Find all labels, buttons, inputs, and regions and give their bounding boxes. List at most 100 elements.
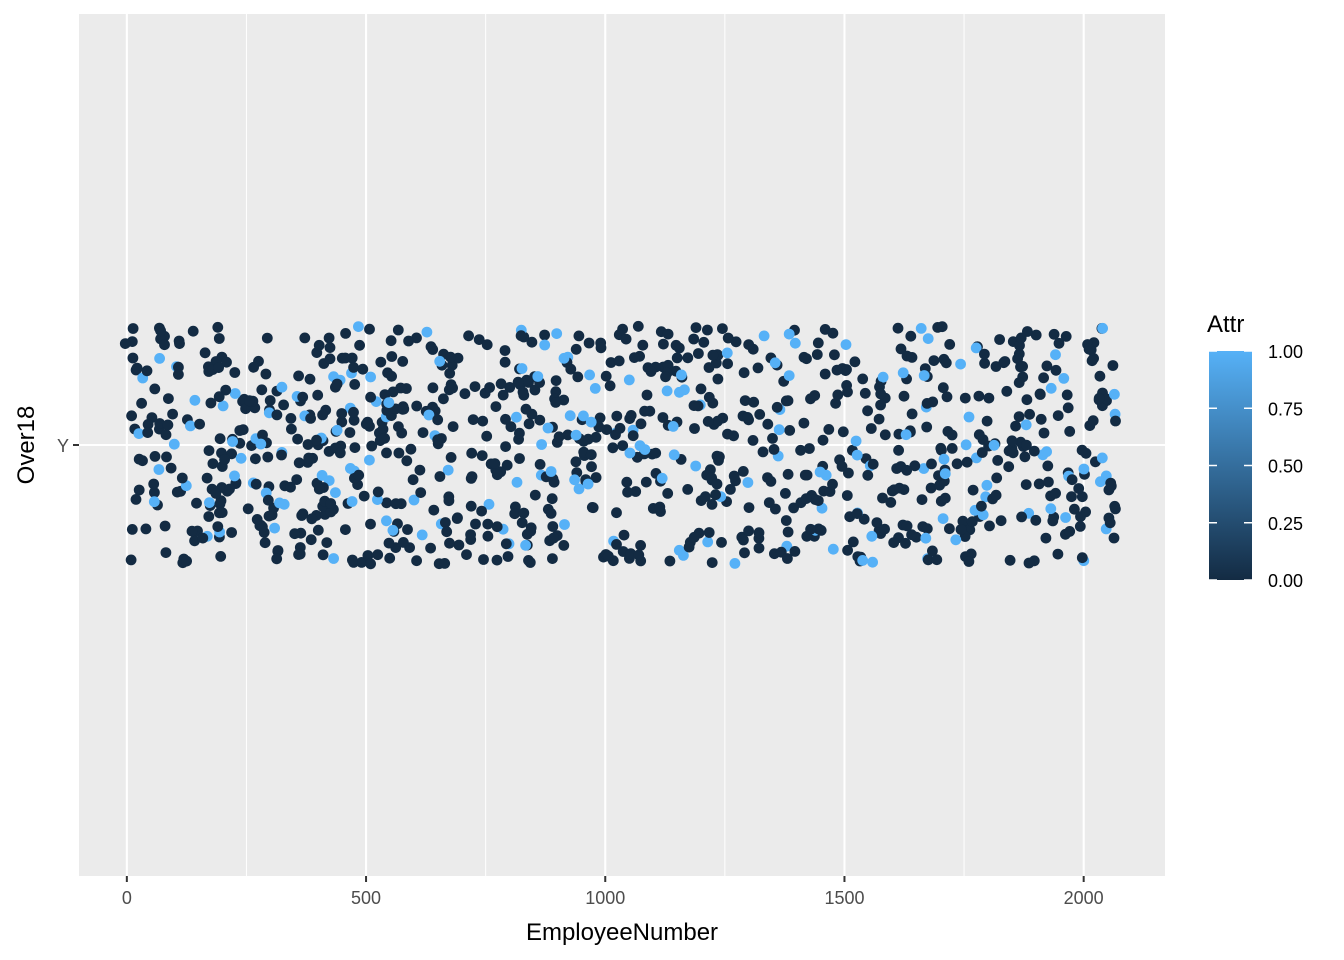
scatter-point: [1038, 372, 1049, 384]
scatter-point: [983, 392, 995, 404]
scatter-point: [782, 553, 793, 564]
scatter-point: [961, 456, 973, 468]
scatter-point: [539, 339, 551, 351]
scatter-point: [259, 537, 271, 549]
scatter-point: [1035, 413, 1047, 425]
scatter-point: [915, 323, 927, 334]
legend-tick-label: 1.00: [1268, 342, 1303, 362]
scatter-point: [237, 424, 249, 436]
scatter-point: [220, 384, 232, 396]
scatter-point: [155, 325, 167, 337]
scatter-point: [925, 482, 937, 494]
scatter-point: [742, 477, 754, 488]
scatter-point: [906, 529, 917, 541]
scatter-point: [293, 370, 304, 382]
scatter-point: [1006, 435, 1018, 447]
scatter-point: [1094, 370, 1106, 382]
scatter-point: [470, 518, 481, 530]
scatter-point: [148, 478, 160, 490]
scatter-point: [1097, 322, 1108, 334]
scatter-point: [140, 523, 152, 535]
scatter-point: [625, 410, 637, 421]
scatter-point: [658, 338, 669, 350]
scatter-point: [500, 538, 512, 550]
scatter-point: [693, 348, 704, 359]
scatter-point: [938, 453, 950, 465]
scatter-point: [362, 550, 374, 561]
scatter-point: [748, 396, 760, 408]
scatter-point: [805, 523, 816, 535]
scatter-point: [499, 345, 511, 356]
scatter-point: [832, 389, 844, 401]
scatter-point: [922, 333, 934, 344]
scatter-point: [679, 384, 690, 396]
scatter-point: [875, 388, 887, 400]
scatter-point: [729, 558, 741, 569]
scatter-point: [662, 328, 674, 340]
scatter-point: [900, 537, 911, 549]
scatter-point: [584, 369, 595, 381]
scatter-point: [780, 395, 792, 407]
scatter-point: [799, 469, 811, 481]
scatter-point: [136, 397, 148, 409]
scatter-point: [936, 321, 948, 333]
scatter-point: [939, 468, 951, 480]
scatter-point: [656, 472, 668, 484]
scatter-point: [990, 489, 1002, 501]
scatter-point: [276, 381, 288, 393]
scatter-point: [957, 515, 969, 527]
scatter-point: [286, 423, 297, 435]
scatter-point: [365, 391, 376, 403]
scatter-point: [578, 410, 589, 422]
scatter-point: [1013, 377, 1025, 388]
scatter-point: [440, 517, 451, 528]
scatter-point: [349, 442, 361, 453]
scatter-point: [634, 440, 646, 452]
scatter-point: [383, 537, 395, 549]
scatter-point: [381, 447, 392, 459]
scatter-point: [442, 464, 454, 476]
scatter-point: [879, 523, 890, 535]
scatter-point: [850, 435, 862, 447]
scatter-point: [133, 453, 145, 465]
scatter-point: [851, 508, 863, 519]
scatter-point: [857, 373, 869, 385]
scatter-point: [348, 406, 359, 418]
scatter-point: [712, 373, 724, 385]
scatter-point: [517, 386, 529, 398]
scatter-point: [242, 503, 254, 515]
scatter-point: [214, 433, 226, 445]
scatter-point: [465, 500, 477, 512]
scatter-point: [226, 527, 238, 538]
scatter-point: [185, 420, 196, 432]
scatter-point: [602, 550, 614, 562]
scatter-point: [476, 505, 487, 517]
scatter-point: [976, 500, 987, 512]
scatter-point: [1105, 480, 1117, 492]
scatter-point: [758, 330, 770, 342]
scatter-point: [534, 414, 546, 426]
scatter-point: [673, 544, 685, 556]
scatter-point: [285, 413, 297, 424]
scatter-point: [545, 508, 557, 519]
scatter-point: [1013, 411, 1025, 422]
scatter-point: [654, 501, 666, 513]
scatter-point: [939, 492, 951, 504]
legend: Attr 0.00 0.25 0.50 0.75 1.00: [1207, 311, 1303, 591]
scatter-point: [621, 476, 633, 488]
scatter-point: [682, 352, 694, 364]
scatter-point: [515, 330, 527, 342]
scatter-point: [408, 494, 420, 506]
scatter-point: [411, 555, 422, 567]
scatter-point: [1109, 500, 1121, 512]
scatter-point: [1109, 388, 1120, 400]
scatter-point: [260, 368, 272, 380]
scatter-point: [1107, 360, 1119, 371]
scatter-point: [582, 478, 594, 490]
scatter-point: [780, 515, 792, 526]
scatter-point: [161, 451, 172, 463]
scatter-point: [1045, 382, 1057, 394]
scatter-point: [645, 366, 657, 377]
scatter-point: [214, 498, 226, 510]
scatter-point: [125, 554, 137, 566]
